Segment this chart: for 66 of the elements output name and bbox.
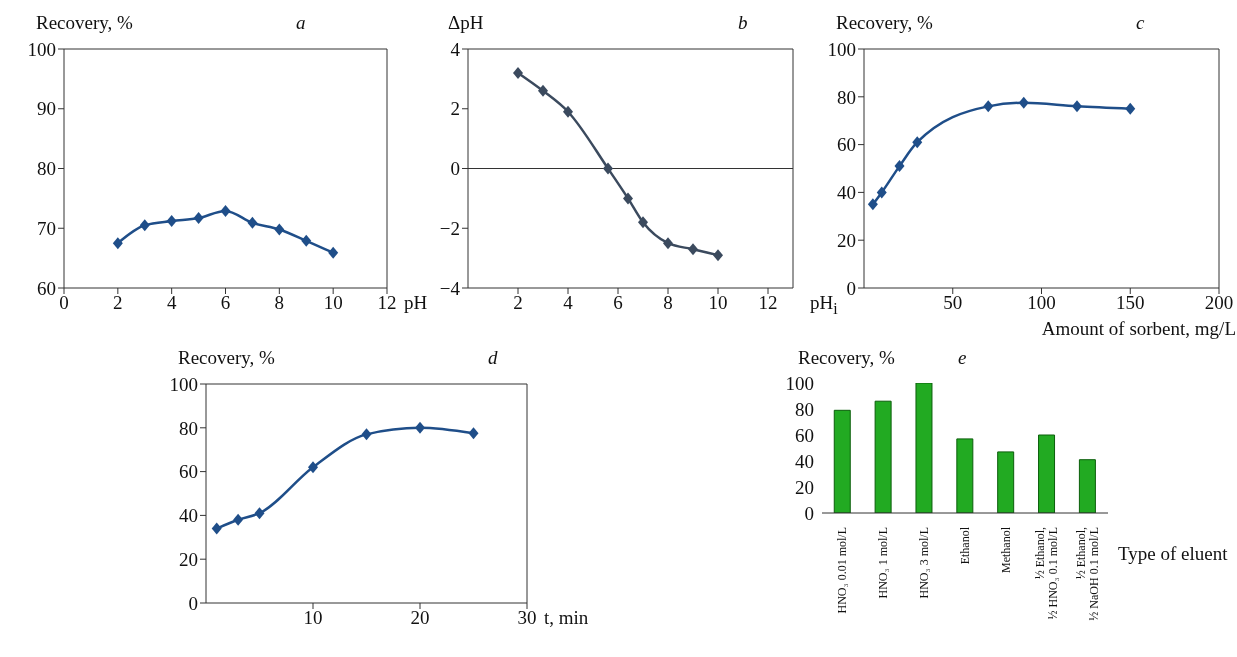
y-tick-label: 60 [795, 424, 814, 446]
x-tick-label: 20 [410, 607, 430, 629]
y-tick-label: 40 [179, 505, 198, 527]
y-tick-label: 100 [27, 38, 56, 60]
y-tick-label: 100 [169, 373, 198, 395]
x-tick-label: 2 [513, 292, 523, 314]
y-tick-label: 20 [837, 229, 856, 251]
y-axis-title: Recovery, % [836, 12, 933, 34]
y-tick-label: 80 [795, 398, 814, 420]
x-axis-title: Type of eluent [1118, 543, 1228, 565]
x-tick-label: 100 [1027, 292, 1056, 314]
y-tick-label: 40 [795, 450, 814, 472]
y-axis-title: ΔpH [448, 12, 484, 34]
x-tick-label: ½ Ethanol, ½ NaOH 0.1 mol/L [1073, 527, 1101, 621]
y-tick-label: 80 [37, 158, 56, 180]
y-tick-label: 100 [827, 38, 856, 60]
x-tick-label: 6 [613, 292, 623, 314]
y-tick-label: 0 [450, 158, 460, 180]
x-tick-label: 10 [708, 292, 728, 314]
y-axis-title: Recovery, % [178, 347, 275, 369]
x-tick-label: Methanol [998, 526, 1013, 573]
y-axis-title: Recovery, % [36, 12, 133, 34]
y-tick-label: 90 [37, 98, 56, 120]
y-tick-label: −2 [439, 217, 460, 239]
y-tick-label: 0 [846, 277, 856, 299]
x-tick-label: ½ Ethanol, ½ HNO₃ 0.1 mol/L [1032, 527, 1060, 620]
y-tick-label: 80 [179, 417, 198, 439]
x-tick-label: 6 [220, 292, 231, 314]
x-axis-title: Amount of sorbent, mg/L [1041, 318, 1236, 340]
x-tick-label: 12 [758, 292, 778, 314]
x-axis-title: pH [404, 292, 428, 314]
chart-title: e [958, 347, 967, 369]
x-tick-label: HNO₃ 0.01 mol/L [835, 527, 850, 614]
y-tick-label: 60 [837, 134, 856, 156]
chart-title: a [296, 12, 306, 34]
y-axis-title: Recovery, % [798, 347, 895, 369]
x-tick-label: 8 [274, 292, 285, 314]
y-tick-label: 60 [37, 277, 56, 299]
x-axis-title: pH$_{i}$ [810, 292, 838, 318]
x-tick-label: 12 [377, 292, 397, 314]
x-tick-label: 10 [323, 292, 343, 314]
x-tick-label: 50 [943, 292, 963, 314]
x-tick-label: 2 [113, 292, 123, 314]
y-tick-label: 20 [795, 476, 814, 498]
x-tick-label: 10 [303, 607, 323, 629]
y-tick-label: 70 [37, 217, 56, 239]
y-tick-label: 80 [837, 86, 856, 108]
x-tick-label: 8 [663, 292, 673, 314]
x-tick-label: 4 [563, 292, 574, 314]
x-axis-title: t, min [544, 607, 589, 629]
x-tick-label: 150 [1116, 292, 1145, 314]
y-tick-label: 0 [804, 502, 814, 524]
x-tick-label: 30 [517, 607, 537, 629]
y-tick-label: 60 [179, 461, 198, 483]
y-tick-label: 100 [785, 372, 814, 394]
y-tick-label: 2 [450, 98, 460, 120]
chart-title: d [488, 347, 498, 369]
x-tick-label: HNO₃ 3 mol/L [917, 527, 932, 599]
x-tick-label: 200 [1204, 292, 1234, 314]
x-tick-label: HNO₃ 1 mol/L [876, 527, 891, 599]
x-tick-label: Ethanol [958, 526, 972, 565]
y-tick-label: −4 [439, 277, 461, 299]
y-tick-label: 40 [837, 182, 856, 204]
y-tick-label: 4 [450, 38, 461, 60]
chart-title: b [738, 12, 748, 34]
chart-title: c [1136, 12, 1145, 34]
